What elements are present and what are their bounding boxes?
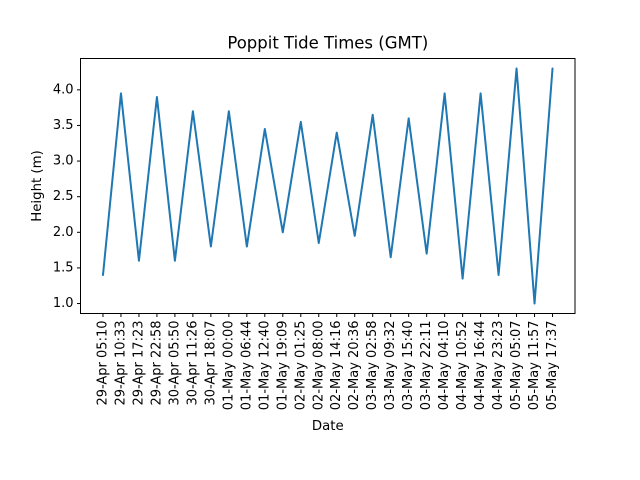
x-tick-label: 01-May 12:40: [257, 321, 272, 411]
x-tick-label: 04-May 10:52: [455, 321, 470, 411]
x-axis-label: Date: [312, 419, 344, 434]
x-tick-label: 04-May 16:44: [473, 321, 488, 411]
x-tick-label: 02-May 08:00: [311, 321, 326, 411]
y-tick-label: 2.5: [53, 189, 74, 204]
x-tick-label: 03-May 02:58: [365, 321, 380, 411]
y-tick-label: 1.5: [53, 260, 74, 275]
y-tick-label: 3.5: [53, 118, 74, 133]
plot-border: [80, 58, 576, 314]
x-tick-label: 02-May 01:25: [293, 321, 308, 411]
x-tick-label: 05-May 05:07: [509, 321, 524, 411]
x-tick-label: 04-May 04:10: [437, 321, 452, 411]
x-tick-label: 02-May 14:16: [329, 321, 344, 411]
x-tick-label: 03-May 15:40: [401, 321, 416, 411]
x-tick-label: 30-Apr 05:50: [167, 321, 182, 406]
x-tick-label: 03-May 22:11: [419, 321, 434, 411]
x-tick-label: 05-May 17:37: [545, 321, 560, 411]
x-tick-label: 01-May 06:44: [239, 321, 254, 411]
y-tick-label: 2.0: [53, 225, 74, 240]
x-tick-label: 01-May 19:09: [275, 321, 290, 411]
x-axis-ticks: 29-Apr 05:10 29-Apr 10:33 29-Apr 17:23 29-A…: [95, 313, 560, 411]
chart-title: Poppit Tide Times (GMT): [227, 34, 428, 53]
x-tick-label: 02-May 20:36: [347, 321, 362, 411]
tide-height-line: [101, 67, 554, 305]
y-tick-label: 1.0: [53, 296, 74, 311]
x-tick-label: 30-Apr 18:07: [203, 321, 218, 406]
y-tick-label: 3.0: [53, 154, 74, 169]
y-tick-label: 4.0: [53, 82, 74, 97]
data-series: [101, 67, 554, 305]
x-tick-label: 01-May 00:00: [221, 321, 236, 411]
x-tick-label: 03-May 09:32: [383, 321, 398, 411]
x-tick-label: 30-Apr 11:26: [185, 321, 200, 406]
x-tick-label: 05-May 11:57: [527, 321, 542, 411]
axes-frame: [80, 58, 576, 314]
x-tick-label: 29-Apr 10:33: [113, 321, 128, 406]
x-tick-label: 29-Apr 05:10: [95, 321, 110, 406]
y-axis-ticks: 1.0 1.5 2.0 2.5 3.0 3.5 4.0: [53, 82, 81, 311]
x-tick-label: 29-Apr 17:23: [131, 321, 146, 406]
x-tick-label: 29-Apr 22:58: [149, 321, 164, 406]
x-tick-label: 04-May 23:23: [491, 321, 506, 411]
y-axis-label: Height (m): [30, 150, 45, 222]
